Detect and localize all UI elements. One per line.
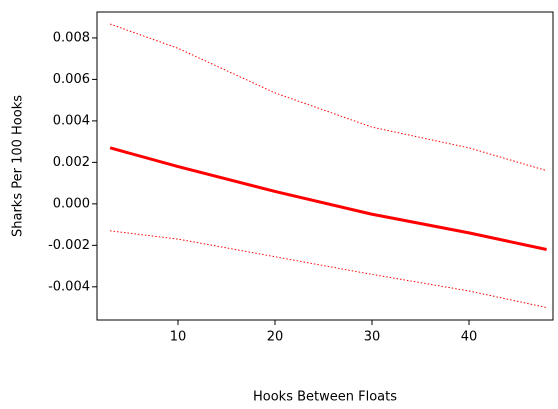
y-tick-label: 0.006	[53, 72, 90, 87]
y-tick-label: -0.004	[48, 279, 90, 294]
x-tick-label: 30	[364, 330, 381, 345]
series-line	[110, 230, 547, 309]
x-tick-label: 40	[461, 330, 478, 345]
x-tick-label: 20	[267, 330, 284, 345]
x-tick-label: 10	[170, 330, 187, 345]
y-tick-label: 0.004	[53, 113, 90, 128]
y-tick-label: 0.002	[53, 155, 90, 170]
y-tick-label: 0.000	[53, 196, 90, 211]
y-tick-label: -0.002	[48, 238, 90, 253]
x-axis-label: Hooks Between Floats	[253, 390, 397, 405]
y-axis-label: Sharks Per 100 Hooks	[11, 95, 26, 237]
y-tick-label: 0.008	[53, 30, 90, 45]
series-line	[109, 23, 547, 172]
plot-frame	[96, 11, 554, 321]
series-line	[109, 146, 547, 251]
